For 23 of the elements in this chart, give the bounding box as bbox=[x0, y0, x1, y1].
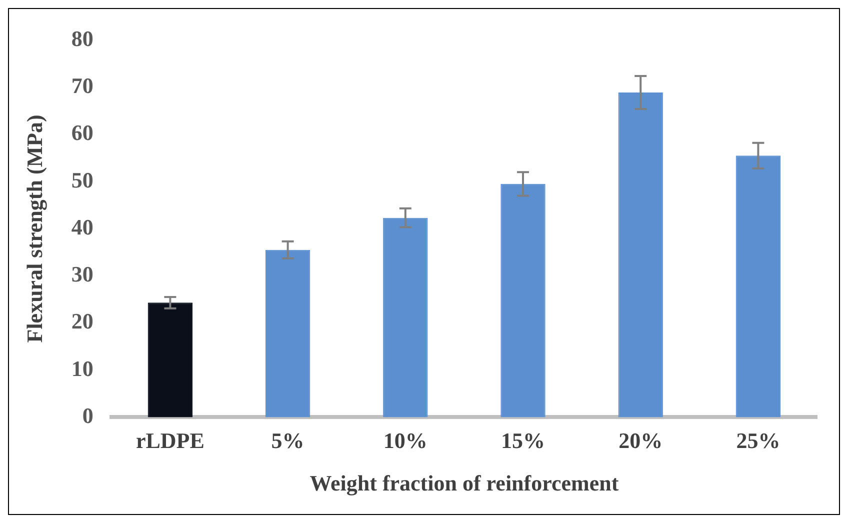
x-tick-label: 5% bbox=[271, 428, 304, 454]
y-tick-label: 50 bbox=[71, 167, 94, 192]
bar bbox=[618, 92, 663, 418]
bar bbox=[148, 302, 193, 418]
x-tick-label: 25% bbox=[736, 428, 780, 454]
y-tick-label: 70 bbox=[71, 73, 94, 98]
y-tick-label: 60 bbox=[71, 120, 94, 146]
y-tick-label: 20 bbox=[71, 308, 94, 334]
x-axis-title: Weight fraction of reinforcement bbox=[310, 470, 620, 496]
y-axis-title: Flexural strength (MPa) bbox=[22, 114, 47, 343]
y-tick-label: 80 bbox=[71, 26, 94, 51]
y-tick-label: 0 bbox=[82, 402, 94, 428]
x-tick-label: 10% bbox=[383, 428, 428, 454]
x-tick-label: 15% bbox=[501, 428, 545, 454]
y-tick-label: 10 bbox=[71, 356, 94, 381]
y-tick-label: 40 bbox=[71, 214, 94, 240]
bar bbox=[383, 218, 428, 418]
bar bbox=[265, 250, 310, 418]
x-tick-label: 20% bbox=[618, 428, 663, 454]
x-tick-label: rLDPE bbox=[136, 428, 204, 454]
bar bbox=[736, 156, 781, 418]
y-tick-label: 30 bbox=[71, 262, 94, 287]
bar bbox=[500, 184, 546, 418]
